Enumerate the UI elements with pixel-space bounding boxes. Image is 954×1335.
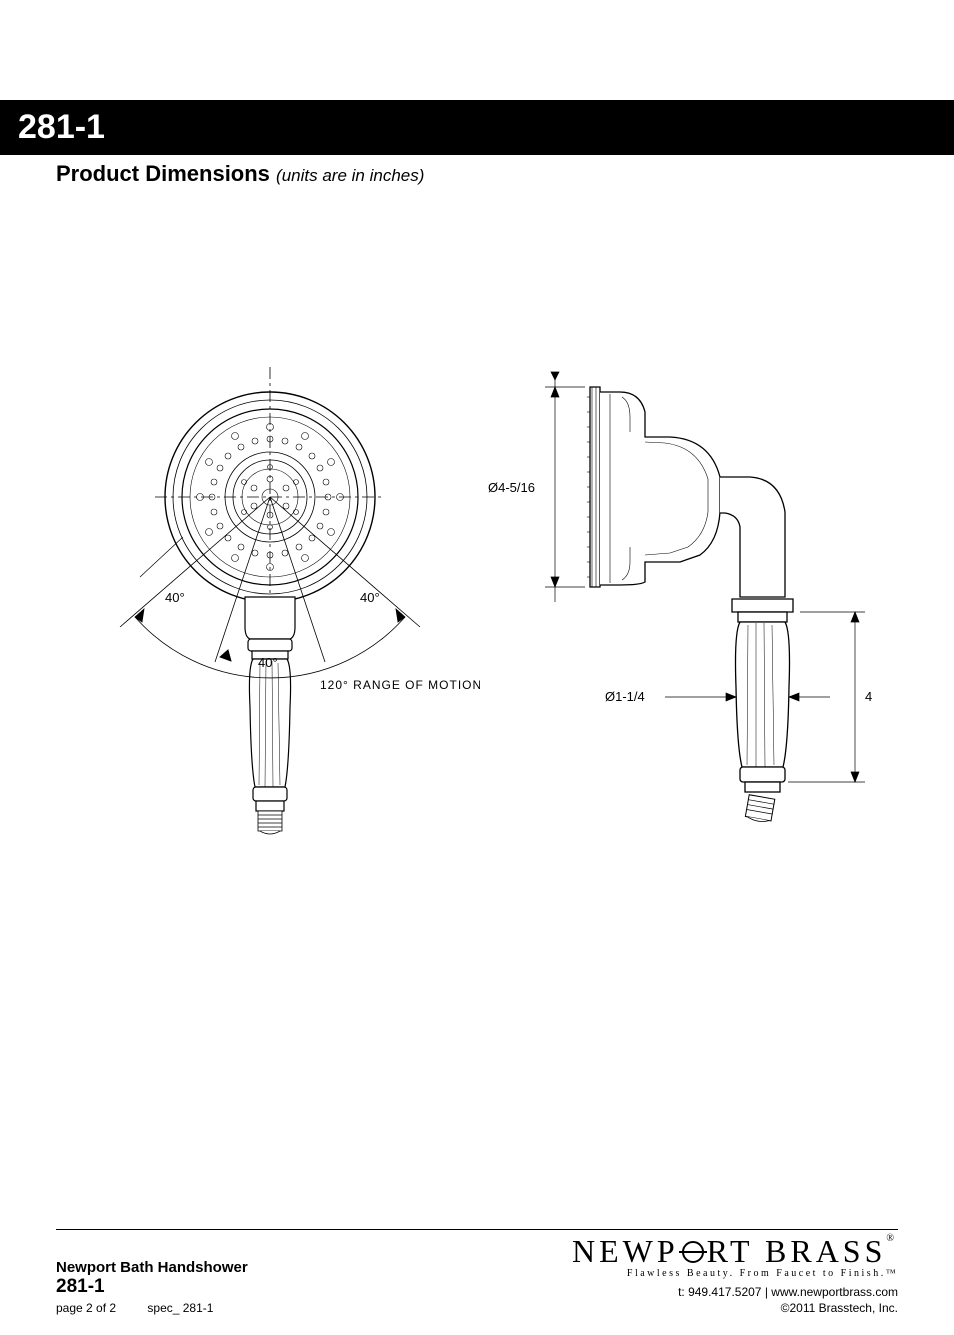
page-indicator: page 2 of 2 bbox=[56, 1301, 116, 1315]
model-number: 281-1 bbox=[18, 108, 105, 146]
footer-left: Newport Bath Handshower 281-1 page 2 of … bbox=[56, 1259, 248, 1315]
front-view-drawing: 40° 40° 40° 120° RANGE OF MOTION bbox=[60, 367, 480, 927]
angle-center-label: 40° bbox=[258, 655, 278, 670]
footer: Newport Bath Handshower 281-1 page 2 of … bbox=[56, 1233, 898, 1315]
svg-text:4: 4 bbox=[865, 689, 872, 704]
subtitle-units: (units are in inches) bbox=[276, 166, 424, 185]
brand-logo: NEWPRT BRASS® bbox=[572, 1233, 898, 1270]
model-header-bar: 281-1 bbox=[0, 100, 954, 155]
phone: t: 949.417.5207 bbox=[678, 1285, 761, 1299]
side-handle bbox=[736, 622, 790, 823]
svg-text:Ø1-1/4: Ø1-1/4 bbox=[605, 689, 645, 704]
range-label: 120° RANGE OF MOTION bbox=[320, 678, 480, 692]
side-head bbox=[587, 387, 720, 587]
svg-text:Ø4-5/16: Ø4-5/16 bbox=[488, 480, 535, 495]
copyright: ©2011 Brasstech, Inc. bbox=[572, 1301, 898, 1315]
subheader: Product Dimensions (units are in inches) bbox=[0, 155, 954, 187]
contact-line: t: 949.417.5207 | www.newportbrass.com bbox=[572, 1285, 898, 1299]
product-name: Newport Bath Handshower bbox=[56, 1259, 248, 1276]
footer-rule bbox=[56, 1229, 898, 1230]
footer-product-number: 281-1 bbox=[56, 1276, 248, 1298]
footer-right: NEWPRT BRASS® Flawless Beauty. From Fauc… bbox=[572, 1233, 898, 1315]
angle-right-label: 40° bbox=[360, 590, 380, 605]
side-neck bbox=[720, 477, 793, 622]
website: www.newportbrass.com bbox=[771, 1285, 898, 1299]
diagram-area: 40° 40° 40° 120° RANGE OF MOTION bbox=[0, 227, 954, 927]
side-view-drawing: Ø4-5/16 Ø1-1/4 4 bbox=[470, 367, 910, 927]
front-handle bbox=[245, 597, 295, 834]
subtitle: Product Dimensions bbox=[56, 161, 270, 186]
angle-left-label: 40° bbox=[165, 590, 185, 605]
spec-id: spec_ 281-1 bbox=[147, 1301, 213, 1315]
